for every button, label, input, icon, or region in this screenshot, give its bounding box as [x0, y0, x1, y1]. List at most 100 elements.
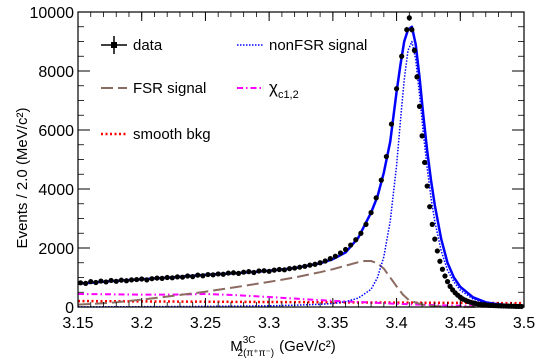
data-point — [164, 274, 170, 281]
data-point — [174, 274, 180, 280]
data-point — [378, 177, 384, 183]
data-point — [220, 271, 226, 277]
data-point — [210, 272, 216, 278]
data-point — [154, 275, 160, 281]
data-point — [399, 53, 405, 59]
data-point-marker — [195, 272, 201, 278]
data-point-marker — [88, 279, 94, 285]
data-point-marker — [246, 269, 252, 275]
x-tick-label: 3.25 — [190, 315, 221, 332]
data-point-marker — [230, 270, 237, 276]
x-tick-label: 3.2 — [131, 315, 153, 332]
data-point-marker — [427, 204, 433, 210]
y-tick-label: 4000 — [38, 182, 74, 199]
data-point — [353, 237, 359, 243]
data-point-marker — [174, 274, 180, 280]
data-point-marker — [322, 258, 328, 264]
legend-entry-data: data — [101, 36, 163, 54]
data-point-marker — [164, 274, 170, 281]
legend-label-main: χ — [269, 78, 278, 97]
data-point — [444, 279, 451, 285]
data-point-marker — [292, 265, 298, 271]
data-point-marker — [327, 256, 333, 262]
data-point — [437, 258, 443, 264]
data-point-marker — [159, 275, 165, 281]
legend-entry-fsr: FSR signal — [101, 80, 206, 97]
legend-entry-chic: χc1,2 — [237, 78, 299, 101]
data-point-marker — [190, 274, 196, 280]
data-point — [225, 270, 231, 276]
data-point — [307, 262, 313, 268]
data-point — [432, 236, 438, 242]
data-point-marker — [123, 278, 130, 284]
data-point-marker — [442, 273, 448, 279]
legend-label: nonFSR signal — [269, 37, 367, 54]
data-point-marker — [297, 264, 303, 270]
data-point — [429, 221, 435, 227]
data-point — [88, 279, 94, 285]
data-point — [393, 86, 400, 92]
data-point-marker — [108, 277, 114, 284]
data-point — [388, 121, 395, 127]
data-point — [77, 280, 84, 286]
data-point-marker — [422, 159, 428, 166]
data-point — [235, 270, 242, 276]
data-point — [297, 264, 303, 270]
data-point-marker — [210, 272, 216, 278]
data-point-marker — [241, 269, 247, 275]
x-axis-title-unit: (GeV/c²) — [279, 338, 336, 355]
data-point — [358, 230, 364, 236]
data-point — [271, 267, 277, 273]
data-point — [169, 275, 175, 281]
data-point — [322, 258, 328, 264]
data-point-marker — [307, 262, 313, 268]
x-tick-label: 3.35 — [317, 315, 348, 332]
data-point-marker — [439, 266, 446, 272]
x-tick-label: 3.15 — [62, 315, 93, 332]
data-point — [246, 269, 252, 275]
data-point-marker — [406, 15, 412, 21]
legend: data nonFSR signal FSR signal χc1,2 smooth b… — [101, 36, 367, 143]
data-point-marker — [200, 273, 206, 279]
data-point — [419, 133, 425, 139]
data-point — [205, 271, 211, 278]
data-point — [266, 268, 272, 274]
data-point-marker — [343, 246, 349, 253]
data-point — [363, 221, 369, 227]
legend-label: FSR signal — [133, 80, 206, 97]
data-point — [312, 261, 318, 267]
data-point-marker — [103, 279, 109, 285]
x-axis-title-main: M — [230, 338, 243, 355]
data-point-marker — [235, 270, 242, 276]
data-point — [149, 276, 155, 282]
data-point — [373, 195, 379, 201]
data-point — [409, 26, 415, 33]
data-point-marker — [113, 278, 119, 284]
data-point-marker — [416, 103, 423, 109]
data-point — [159, 275, 165, 281]
data-point — [416, 103, 423, 109]
data-point-marker — [276, 266, 282, 273]
data-point-marker — [281, 267, 288, 273]
data-point-marker — [149, 276, 155, 282]
data-point — [190, 274, 196, 280]
legend-label: χc1,2 — [269, 78, 299, 101]
data-point — [200, 273, 206, 279]
data-point-marker — [256, 268, 262, 274]
data-point — [179, 274, 186, 280]
data-point — [422, 159, 428, 166]
y-tick-label: 8000 — [38, 64, 74, 81]
data-point-marker — [302, 263, 308, 269]
data-point-marker — [77, 280, 84, 286]
legend-entry-nonfsr: nonFSR signal — [237, 37, 367, 54]
data-point-marker — [286, 266, 293, 272]
data-point-marker — [393, 86, 400, 92]
axis-ticks — [77, 11, 525, 308]
data-point-marker — [139, 276, 145, 282]
data-point-marker — [399, 53, 405, 59]
data-point-marker — [98, 278, 104, 284]
y-tick-label: 0 — [65, 300, 74, 317]
x-tick-label: 3.4 — [385, 315, 407, 332]
data-point-marker — [388, 121, 395, 127]
